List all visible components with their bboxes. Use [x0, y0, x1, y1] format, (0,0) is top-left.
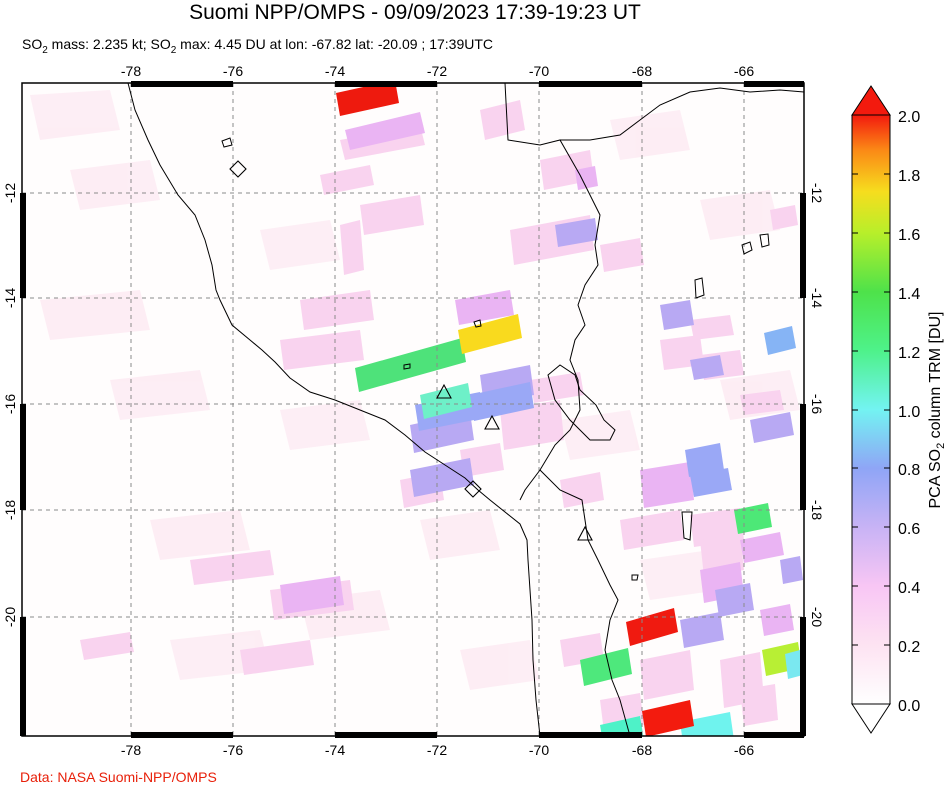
lon-labels-bottom: -78 -76 -74 -72 -70 -68 -66 [121, 742, 754, 758]
colorbar-title-prefix: PCA SO [927, 449, 944, 509]
lat-label: -12 [809, 183, 825, 203]
volcano-markers [229, 160, 593, 541]
colorbar-tick: 0.6 [898, 521, 920, 538]
so2-pixels [30, 83, 803, 736]
volcano-triangle-1 [436, 383, 452, 399]
colorbar-top-arrow [851, 85, 891, 116]
lat-label: -14 [809, 288, 825, 308]
subtitle-sub-2: 2 [170, 44, 177, 56]
lat-label: -20 [2, 607, 18, 627]
volcano-triangle-2 [484, 414, 500, 430]
lat-label: -16 [2, 394, 18, 414]
colorbar-tick: 1.4 [898, 286, 920, 303]
map-title: Suomi NPP/OMPS - 09/09/2023 17:39-19:23 … [189, 1, 641, 24]
colorbar-title-suffix: column TRM [DU] [927, 312, 944, 443]
lon-label: -78 [121, 63, 141, 79]
data-credit: Data: NASA Suomi-NPP/OMPS [20, 769, 217, 785]
lat-label: -18 [809, 500, 825, 520]
colorbar-tick: 1.8 [898, 168, 920, 185]
lon-label: -66 [734, 63, 754, 79]
volcano-diamond-2 [464, 480, 482, 498]
lat-label: -16 [809, 394, 825, 414]
lon-label: -72 [427, 742, 447, 758]
colorbar-title: PCA SO2 column TRM [DU] [927, 312, 947, 509]
lon-label: -66 [734, 742, 754, 758]
colorbar-tick: 0.2 [898, 639, 920, 656]
lon-label: -68 [632, 63, 652, 79]
lon-label: -72 [427, 63, 447, 79]
lat-label: -12 [2, 183, 18, 203]
subtitle-so2-prefix: SO [22, 36, 43, 52]
subtitle-max: max: 4.45 DU at lon: -67.82 lat: -20.09 … [176, 36, 494, 52]
lat-labels-right: -12 -14 -16 -18 -20 [809, 183, 825, 627]
volcano-diamond-1 [229, 160, 247, 178]
lon-label: -68 [632, 742, 652, 758]
lon-labels-top: -78 -76 -74 -72 -70 -68 -66 [121, 63, 754, 79]
colorbar-bottom-arrow [851, 703, 891, 734]
lon-label: -70 [529, 63, 549, 79]
lon-label: -76 [223, 742, 243, 758]
colorbar-tick: 1.0 [898, 404, 920, 421]
lat-label: -14 [2, 288, 18, 308]
volcano-triangle-3 [577, 525, 593, 541]
colorbar-tick: 2.0 [898, 109, 920, 126]
lon-label: -70 [529, 742, 549, 758]
colorbar-tick: 0.4 [898, 580, 920, 597]
colorbar-tick: 1.6 [898, 227, 920, 244]
lakes-islands [221, 137, 770, 581]
subtitle-mass: mass: 2.235 kt; SO [47, 36, 171, 52]
lon-label: -78 [121, 742, 141, 758]
lat-label: -20 [809, 607, 825, 627]
colorbar-title-sub: 2 [935, 443, 947, 449]
lon-label: -74 [325, 742, 345, 758]
lon-label: -74 [325, 63, 345, 79]
colorbar: 2.0 1.8 1.6 1.4 1.2 1.0 0.8 0.6 0.4 0.2 … [851, 85, 947, 734]
lon-label: -76 [223, 63, 243, 79]
map-subtitle: SO2 mass: 2.235 kt; SO2 max: 4.45 DU at … [22, 36, 493, 56]
map-grid [22, 83, 804, 736]
colorbar-tick: 0.0 [898, 698, 920, 715]
lat-label: -18 [2, 500, 18, 520]
coastline [127, 83, 804, 736]
colorbar-tick: 0.8 [898, 462, 920, 479]
subtitle-sub-1: 2 [42, 44, 48, 56]
lat-labels-left: -12 -14 -16 -18 -20 [2, 183, 18, 627]
border-ticks [20, 81, 806, 738]
colorbar-tick: 1.2 [898, 345, 920, 362]
